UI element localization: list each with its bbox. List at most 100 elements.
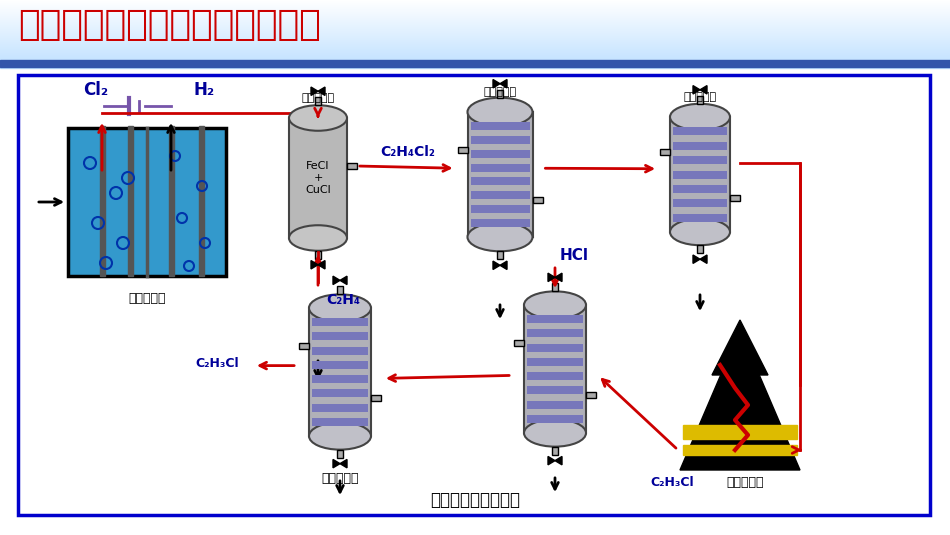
Bar bbox=[0, 43, 950, 44]
Polygon shape bbox=[548, 456, 555, 465]
Bar bbox=[0, 39, 950, 40]
Text: C₂H₄Cl₂: C₂H₄Cl₂ bbox=[380, 145, 435, 159]
Bar bbox=[169, 126, 174, 276]
Bar bbox=[527, 372, 583, 380]
Bar bbox=[0, 48, 950, 49]
Text: （电解槽）: （电解槽） bbox=[128, 292, 165, 304]
Bar bbox=[100, 126, 105, 276]
Bar bbox=[470, 205, 529, 213]
Bar bbox=[0, 26, 950, 27]
Bar bbox=[0, 58, 950, 59]
Bar bbox=[0, 36, 950, 37]
Polygon shape bbox=[333, 460, 340, 468]
Text: 过程工程中涉及的化学反应问题: 过程工程中涉及的化学反应问题 bbox=[18, 8, 321, 42]
Bar bbox=[0, 51, 950, 52]
Bar bbox=[0, 4, 950, 5]
Bar bbox=[347, 163, 357, 169]
Bar bbox=[0, 10, 950, 11]
Bar bbox=[683, 425, 797, 439]
Polygon shape bbox=[311, 261, 318, 269]
Bar bbox=[527, 386, 583, 394]
Text: C₂H₃Cl: C₂H₃Cl bbox=[650, 476, 694, 488]
Bar bbox=[673, 199, 727, 207]
Bar bbox=[0, 2, 950, 3]
Bar bbox=[0, 29, 950, 30]
Bar bbox=[0, 27, 950, 28]
Bar bbox=[0, 60, 950, 67]
Polygon shape bbox=[700, 255, 707, 263]
Polygon shape bbox=[680, 330, 800, 470]
Bar bbox=[467, 112, 533, 237]
Polygon shape bbox=[500, 80, 507, 88]
Polygon shape bbox=[340, 460, 347, 468]
Bar bbox=[533, 196, 542, 203]
Text: C₂H₃Cl: C₂H₃Cl bbox=[196, 357, 239, 370]
Text: （精馏塔）: （精馏塔） bbox=[683, 92, 716, 102]
Bar bbox=[0, 5, 950, 6]
Bar bbox=[0, 16, 950, 17]
Bar bbox=[527, 315, 583, 323]
Bar bbox=[0, 54, 950, 55]
Bar bbox=[673, 213, 727, 221]
Polygon shape bbox=[493, 261, 500, 270]
Bar bbox=[697, 245, 703, 253]
Bar bbox=[0, 42, 950, 43]
Polygon shape bbox=[555, 273, 562, 281]
Text: C₂H₄: C₂H₄ bbox=[326, 293, 360, 307]
Bar bbox=[660, 149, 670, 155]
Polygon shape bbox=[693, 255, 700, 263]
Bar bbox=[673, 185, 727, 193]
Bar bbox=[673, 156, 727, 164]
Text: Cl₂: Cl₂ bbox=[84, 81, 108, 99]
Bar bbox=[0, 44, 950, 45]
Bar bbox=[0, 22, 950, 23]
Bar bbox=[0, 60, 950, 61]
Bar bbox=[670, 117, 730, 232]
Bar bbox=[497, 90, 503, 98]
Bar bbox=[527, 343, 583, 351]
Bar bbox=[730, 195, 740, 201]
Bar bbox=[0, 31, 950, 32]
Bar bbox=[0, 18, 950, 19]
Bar bbox=[0, 62, 950, 63]
Bar bbox=[497, 251, 503, 259]
Polygon shape bbox=[700, 86, 707, 94]
Bar bbox=[312, 375, 368, 383]
Bar bbox=[315, 251, 321, 259]
Bar bbox=[312, 332, 368, 340]
Ellipse shape bbox=[289, 225, 347, 251]
Bar bbox=[128, 126, 133, 276]
Bar bbox=[0, 56, 950, 57]
Ellipse shape bbox=[309, 422, 371, 449]
Text: H₂: H₂ bbox=[194, 81, 215, 99]
Bar bbox=[0, 7, 950, 8]
Bar bbox=[0, 53, 950, 54]
Bar bbox=[0, 33, 950, 34]
Bar bbox=[0, 34, 950, 35]
Ellipse shape bbox=[524, 419, 586, 447]
Bar bbox=[0, 8, 950, 9]
Bar bbox=[0, 55, 950, 56]
Bar bbox=[683, 445, 797, 455]
Bar bbox=[673, 142, 727, 150]
Bar bbox=[0, 64, 950, 65]
Bar bbox=[0, 3, 950, 4]
Bar bbox=[0, 17, 950, 18]
Bar bbox=[470, 219, 529, 227]
Bar bbox=[524, 305, 586, 433]
Bar bbox=[0, 24, 950, 25]
Bar bbox=[0, 38, 950, 39]
Bar bbox=[0, 1, 950, 2]
Bar bbox=[68, 128, 226, 276]
Ellipse shape bbox=[309, 294, 371, 322]
Bar bbox=[315, 97, 321, 105]
Bar bbox=[0, 41, 950, 42]
Bar bbox=[0, 28, 950, 29]
Bar bbox=[0, 21, 950, 22]
Bar bbox=[0, 15, 950, 16]
Bar bbox=[0, 59, 950, 60]
Bar bbox=[470, 136, 529, 144]
Bar bbox=[0, 25, 950, 26]
Ellipse shape bbox=[467, 223, 533, 251]
Bar bbox=[309, 308, 371, 436]
